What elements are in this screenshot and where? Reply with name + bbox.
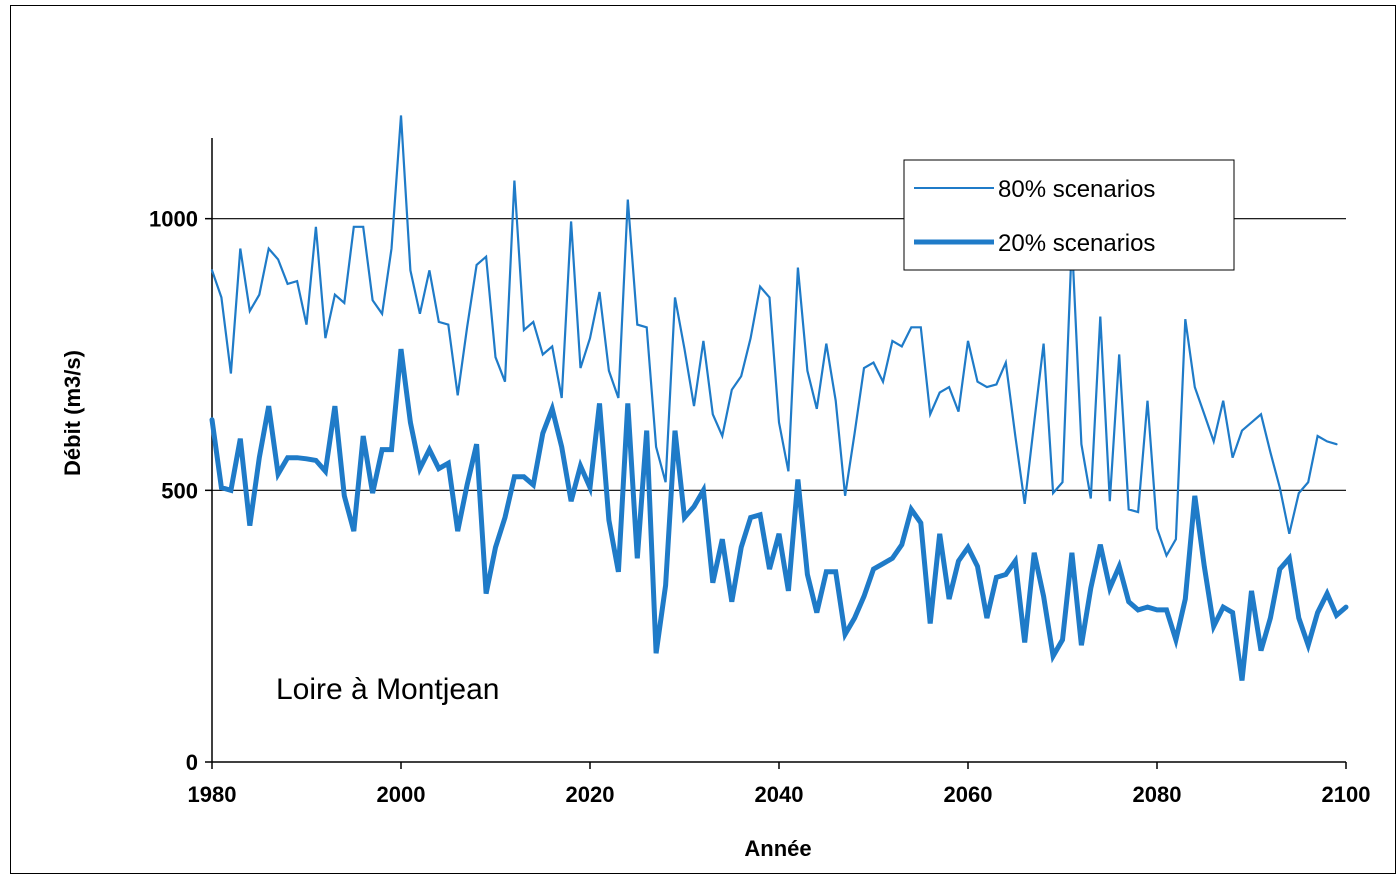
x-axis-title: Année: [744, 836, 811, 861]
x-tick-labels: 1980 2000 2020 2040 2060 2080 2100: [188, 782, 1371, 807]
x-tick-label: 2020: [566, 782, 615, 807]
x-tick-label: 2080: [1133, 782, 1182, 807]
x-tick-label: 2060: [944, 782, 993, 807]
chart-annotation: Loire à Montjean: [276, 673, 499, 706]
x-tick-label: 2040: [755, 782, 804, 807]
y-tick-label: 1000: [149, 207, 198, 232]
y-axis-title: Débit (m3/s): [60, 350, 85, 476]
legend-label-80: 80% scenarios: [998, 176, 1155, 203]
x-tick-label: 2100: [1322, 782, 1371, 807]
legend: 80% scenarios 20% scenarios: [903, 159, 1235, 271]
x-tick-label: 1980: [188, 782, 237, 807]
x-tick-label: 2000: [377, 782, 426, 807]
y-tick-label: 0: [186, 750, 198, 775]
legend-box: [903, 159, 1235, 271]
series-line-20pct: [209, 348, 1349, 681]
series-line-80pct: [210, 115, 1338, 559]
series-lines: [209, 115, 1349, 681]
y-tick-label: 500: [161, 478, 198, 503]
y-tick-labels: 0 500 1000: [149, 207, 198, 775]
axes: [205, 138, 1347, 769]
legend-label-20: 20% scenarios: [998, 230, 1155, 257]
